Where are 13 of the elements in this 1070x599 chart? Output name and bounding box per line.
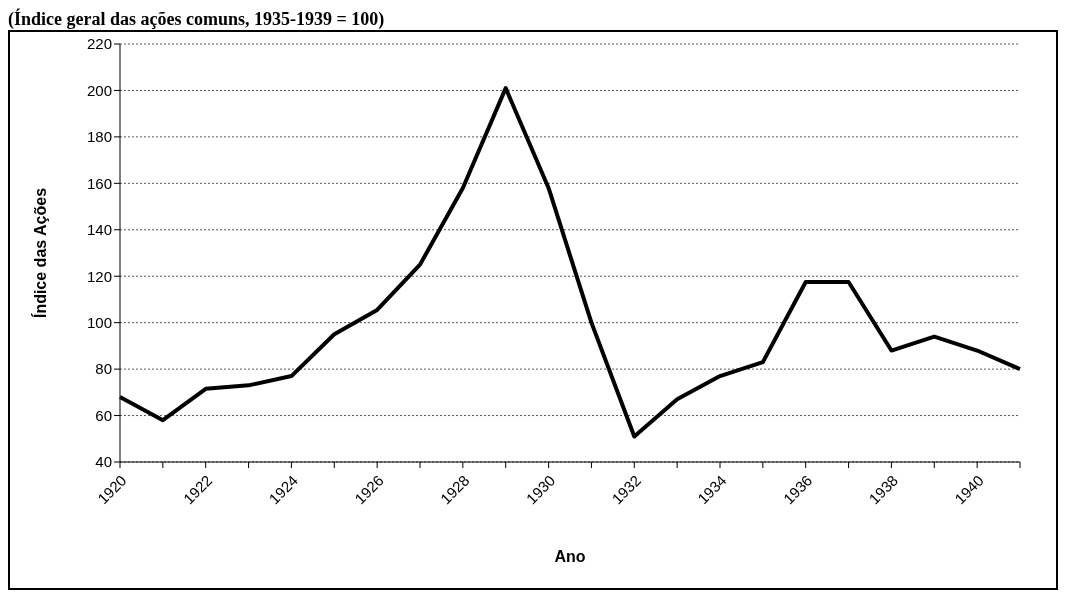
y-tick-label: 60 xyxy=(95,406,112,424)
y-tick-label: 120 xyxy=(86,267,112,285)
y-tick-label: 200 xyxy=(86,81,112,99)
y-tick-label: 220 xyxy=(86,35,112,53)
y-tick-label: 180 xyxy=(86,128,112,146)
y-tick-label: 100 xyxy=(86,313,112,331)
y-tick-label: 40 xyxy=(95,453,112,471)
y-axis-title: Índice das Ações xyxy=(30,187,49,319)
y-tick-label: 140 xyxy=(86,221,112,239)
y-tick-label: 80 xyxy=(95,360,112,378)
y-tick-label: 160 xyxy=(86,174,112,192)
chart-title: (Índice geral das ações comuns, 1935-1939 = 100) xyxy=(8,8,386,30)
x-axis-title: Ano xyxy=(554,548,586,565)
